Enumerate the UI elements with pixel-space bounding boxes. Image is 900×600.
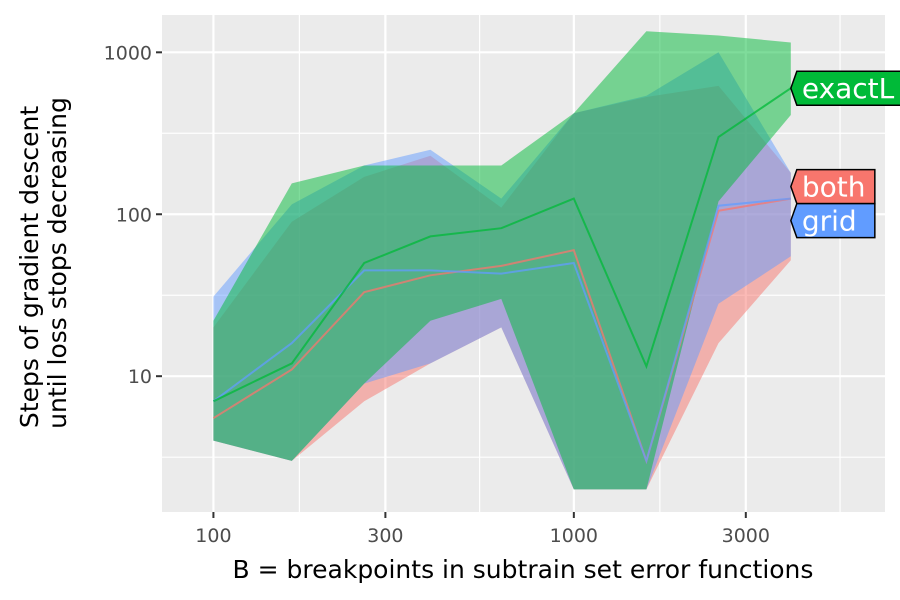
y-tick-label: 1000 (104, 42, 152, 64)
x-axis-title: B = breakpoints in subtrain set error fu… (233, 555, 814, 584)
y-axis-ticks: 10 100 1000 (104, 42, 162, 388)
ribbon-exactL (213, 31, 791, 490)
label-text-both: both (802, 171, 866, 204)
label-text-grid: grid (802, 205, 857, 238)
y-tick-label: 10 (128, 366, 152, 388)
label-box-grid (790, 202, 876, 239)
line-grid (212, 197, 791, 465)
line-exactL (212, 87, 792, 403)
y-tick-label: 100 (116, 204, 152, 226)
x-axis-ticks: 100 300 1000 3000 (195, 512, 770, 547)
label-box-both (790, 168, 876, 205)
lines (212, 87, 792, 465)
label-exactL: exactL (790, 70, 900, 106)
label-grid: grid (790, 202, 876, 239)
x-tick-label: 3000 (722, 525, 770, 547)
y-axis-title: Steps of gradient descent until loss sto… (15, 97, 72, 429)
label-box-exactL (790, 70, 900, 106)
ribbons (213, 31, 791, 490)
x-tick-label: 300 (367, 525, 403, 547)
x-tick-label: 100 (195, 525, 231, 547)
y-axis-title-line1: Steps of gradient descent (15, 106, 44, 428)
x-tick-label: 1000 (550, 525, 598, 547)
y-axis-title-line2: until loss stops decreasing (43, 97, 72, 429)
label-both: both (790, 168, 876, 205)
label-text-exactL: exactL (802, 72, 895, 105)
